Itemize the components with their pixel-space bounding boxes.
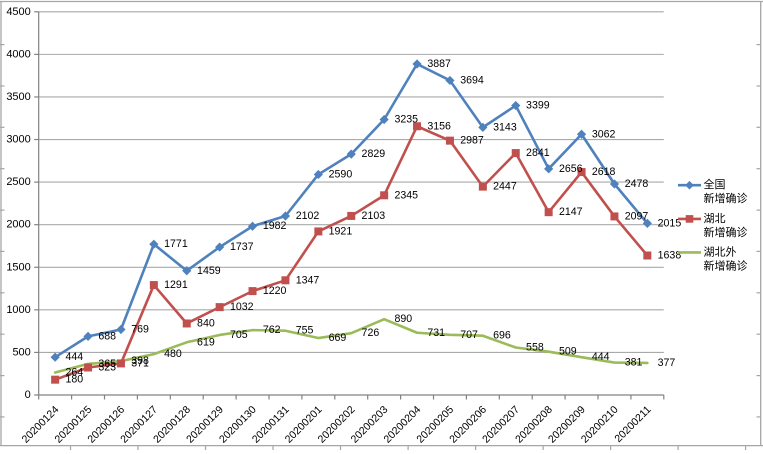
svg-text:890: 890 [394, 313, 412, 325]
svg-text:1459: 1459 [197, 265, 221, 277]
svg-text:2103: 2103 [362, 210, 386, 222]
svg-text:1291: 1291 [164, 279, 188, 291]
svg-text:新增确诊: 新增确诊 [704, 258, 748, 272]
svg-text:444: 444 [65, 351, 83, 363]
svg-text:619: 619 [197, 336, 215, 348]
svg-text:3143: 3143 [493, 121, 517, 133]
svg-text:1000: 1000 [6, 304, 30, 316]
svg-text:398: 398 [131, 355, 149, 367]
svg-text:0: 0 [25, 389, 31, 401]
svg-text:444: 444 [592, 351, 610, 363]
svg-text:377: 377 [658, 357, 676, 369]
svg-text:湖北: 湖北 [704, 212, 726, 225]
svg-text:769: 769 [131, 324, 149, 336]
svg-text:湖北外: 湖北外 [704, 245, 737, 258]
svg-text:2097: 2097 [625, 210, 649, 222]
svg-text:707: 707 [460, 329, 478, 341]
svg-text:20200211: 20200211 [612, 404, 653, 445]
svg-text:2500: 2500 [6, 176, 30, 188]
svg-text:1638: 1638 [658, 250, 682, 262]
svg-text:3694: 3694 [460, 74, 484, 86]
svg-text:2841: 2841 [526, 147, 550, 159]
svg-text:2987: 2987 [460, 135, 484, 147]
svg-text:669: 669 [329, 332, 347, 344]
svg-text:2590: 2590 [329, 168, 353, 180]
svg-text:2656: 2656 [559, 163, 583, 175]
svg-text:365: 365 [98, 358, 116, 370]
svg-text:1347: 1347 [296, 274, 320, 286]
svg-text:509: 509 [559, 346, 577, 358]
svg-text:755: 755 [296, 325, 314, 337]
svg-text:3500: 3500 [6, 91, 30, 103]
svg-text:3235: 3235 [394, 114, 418, 126]
svg-text:1982: 1982 [263, 220, 287, 232]
svg-text:2000: 2000 [6, 219, 30, 231]
svg-text:3156: 3156 [427, 120, 451, 132]
svg-text:3000: 3000 [6, 134, 30, 146]
svg-text:3399: 3399 [526, 100, 550, 112]
svg-text:558: 558 [526, 341, 544, 353]
svg-text:731: 731 [427, 327, 445, 339]
svg-text:4000: 4000 [6, 48, 30, 60]
svg-text:2447: 2447 [493, 181, 517, 193]
svg-text:4500: 4500 [6, 6, 30, 18]
svg-text:新增确诊: 新增确诊 [704, 225, 748, 239]
svg-text:381: 381 [625, 357, 643, 369]
svg-text:180: 180 [65, 374, 83, 386]
svg-text:688: 688 [98, 330, 116, 342]
svg-text:696: 696 [493, 330, 511, 342]
svg-text:3062: 3062 [592, 128, 616, 140]
svg-text:全国: 全国 [704, 177, 726, 191]
svg-text:705: 705 [230, 329, 248, 341]
svg-text:1921: 1921 [329, 225, 353, 237]
svg-text:2102: 2102 [296, 210, 320, 222]
svg-text:2345: 2345 [394, 189, 418, 201]
svg-text:1220: 1220 [263, 285, 287, 297]
svg-text:323: 323 [98, 361, 116, 373]
svg-text:1032: 1032 [230, 301, 254, 313]
svg-text:1771: 1771 [164, 238, 188, 250]
svg-text:1737: 1737 [230, 241, 254, 253]
svg-text:762: 762 [263, 324, 281, 336]
svg-text:3887: 3887 [427, 58, 451, 70]
svg-text:840: 840 [197, 317, 215, 329]
svg-text:726: 726 [362, 327, 380, 339]
svg-text:371: 371 [131, 357, 149, 369]
svg-text:2478: 2478 [625, 178, 649, 190]
svg-text:2015: 2015 [658, 217, 682, 229]
svg-text:新增确诊: 新增确诊 [704, 191, 748, 205]
svg-text:264: 264 [65, 367, 83, 379]
svg-text:2829: 2829 [362, 148, 386, 160]
svg-text:2147: 2147 [559, 206, 583, 218]
svg-text:500: 500 [12, 346, 30, 358]
svg-text:2618: 2618 [592, 166, 616, 178]
svg-text:1500: 1500 [6, 261, 30, 273]
svg-text:480: 480 [164, 348, 182, 360]
